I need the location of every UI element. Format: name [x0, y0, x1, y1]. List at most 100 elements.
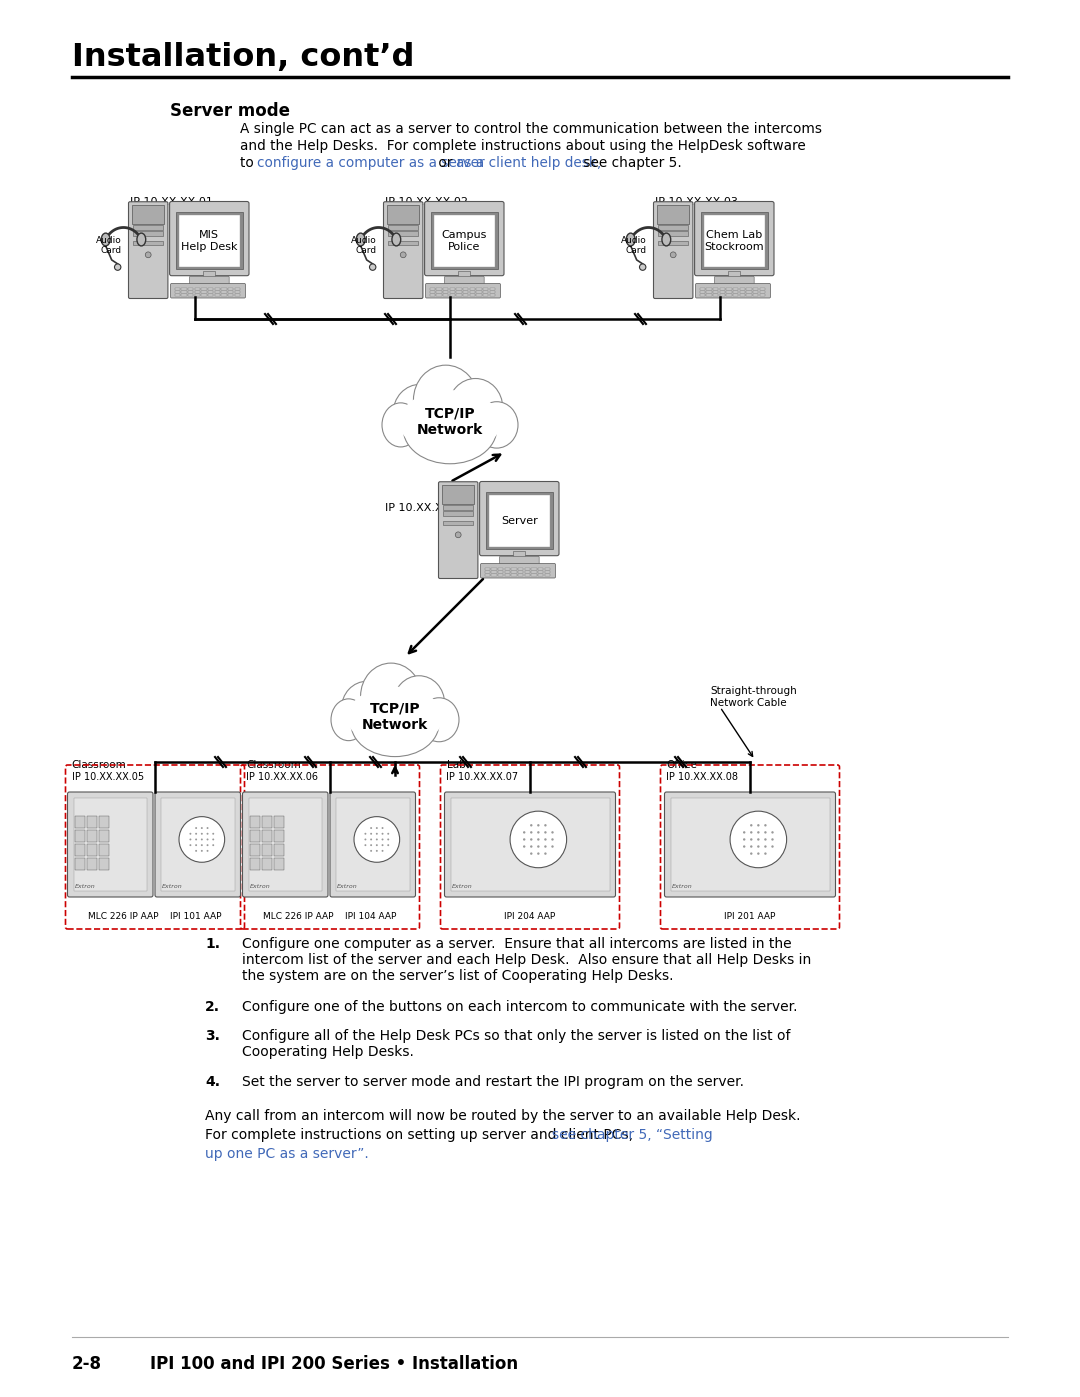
Bar	[525, 567, 530, 570]
Ellipse shape	[448, 379, 502, 436]
Bar	[75, 844, 84, 856]
Circle shape	[743, 838, 745, 841]
Text: IP 10.XX.XX.04: IP 10.XX.XX.04	[384, 503, 468, 513]
Circle shape	[381, 844, 383, 847]
Bar	[175, 288, 180, 289]
FancyBboxPatch shape	[156, 792, 241, 897]
Bar	[485, 567, 490, 570]
Bar	[99, 816, 109, 828]
Bar	[498, 567, 503, 570]
Circle shape	[765, 831, 767, 834]
Bar	[753, 288, 758, 289]
Bar	[658, 232, 688, 236]
Text: IPI 100 and IPI 200 Series • Installation: IPI 100 and IPI 200 Series • Installatio…	[150, 1355, 518, 1373]
Bar	[133, 232, 163, 236]
Bar	[430, 288, 435, 289]
Bar	[483, 291, 488, 292]
Text: up one PC as a server”.: up one PC as a server”.	[205, 1147, 368, 1161]
Bar	[449, 293, 455, 296]
Bar	[449, 288, 455, 289]
Circle shape	[370, 833, 373, 835]
FancyBboxPatch shape	[653, 201, 693, 299]
FancyBboxPatch shape	[243, 792, 328, 897]
FancyBboxPatch shape	[481, 563, 555, 578]
Circle shape	[213, 844, 214, 847]
Text: and the Help Desks.  For complete instructions about using the HelpDesk software: and the Help Desks. For complete instruc…	[240, 138, 806, 154]
Bar	[443, 288, 448, 289]
Circle shape	[195, 827, 197, 828]
Bar	[485, 574, 490, 576]
Text: Lab: Lab	[446, 760, 465, 770]
Circle shape	[510, 812, 567, 868]
Bar	[161, 798, 234, 891]
Circle shape	[765, 824, 767, 827]
Circle shape	[544, 824, 546, 827]
Ellipse shape	[102, 233, 110, 246]
Bar	[203, 271, 215, 279]
Ellipse shape	[392, 233, 401, 246]
FancyBboxPatch shape	[480, 482, 559, 556]
Bar	[525, 571, 530, 573]
Bar	[719, 293, 725, 296]
Bar	[449, 291, 455, 292]
Circle shape	[206, 844, 208, 847]
Bar	[132, 205, 164, 224]
Circle shape	[544, 838, 546, 841]
Bar	[476, 293, 482, 296]
FancyBboxPatch shape	[67, 792, 153, 897]
Text: Extron: Extron	[337, 884, 357, 888]
Circle shape	[388, 838, 389, 841]
Text: Audio
Card: Audio Card	[351, 236, 377, 256]
Circle shape	[381, 838, 383, 841]
Bar	[176, 211, 243, 270]
Ellipse shape	[351, 690, 438, 757]
Bar	[388, 240, 418, 246]
Text: MLC 226 IP AAP    IPI 101 AAP: MLC 226 IP AAP IPI 101 AAP	[89, 912, 221, 921]
Bar	[234, 293, 240, 296]
Bar	[274, 858, 284, 870]
Text: Server mode: Server mode	[170, 102, 291, 120]
Text: Extron: Extron	[672, 884, 692, 888]
Bar	[181, 288, 187, 289]
Bar	[470, 288, 475, 289]
Text: Campus
Police: Campus Police	[442, 231, 487, 251]
Circle shape	[381, 827, 383, 828]
Bar	[703, 215, 765, 267]
Bar	[274, 816, 284, 828]
Circle shape	[195, 844, 197, 847]
Bar	[221, 293, 227, 296]
Bar	[178, 215, 240, 267]
Bar	[486, 492, 553, 549]
Circle shape	[364, 844, 366, 847]
Bar	[99, 830, 109, 842]
Text: Audio
Card: Audio Card	[96, 236, 122, 256]
Circle shape	[530, 824, 532, 827]
Circle shape	[537, 845, 540, 848]
Bar	[215, 293, 220, 296]
Bar	[194, 291, 200, 292]
Bar	[488, 495, 550, 546]
Circle shape	[213, 833, 214, 835]
Bar	[133, 240, 163, 246]
Circle shape	[523, 845, 526, 848]
Bar	[201, 293, 206, 296]
Circle shape	[757, 838, 759, 841]
Bar	[75, 830, 84, 842]
Bar	[463, 293, 469, 296]
Bar	[728, 271, 740, 279]
Text: IP 10.XX.XX.06: IP 10.XX.XX.06	[246, 773, 319, 782]
Bar	[249, 830, 259, 842]
Bar	[99, 844, 109, 856]
Bar	[99, 858, 109, 870]
Text: Extron: Extron	[162, 884, 183, 888]
Circle shape	[206, 838, 208, 841]
Bar	[733, 291, 739, 292]
Circle shape	[388, 833, 389, 835]
FancyBboxPatch shape	[445, 792, 616, 897]
Ellipse shape	[393, 384, 447, 443]
Bar	[518, 567, 524, 570]
Bar	[208, 293, 214, 296]
Bar	[181, 293, 187, 296]
Circle shape	[537, 838, 540, 841]
Circle shape	[537, 824, 540, 827]
